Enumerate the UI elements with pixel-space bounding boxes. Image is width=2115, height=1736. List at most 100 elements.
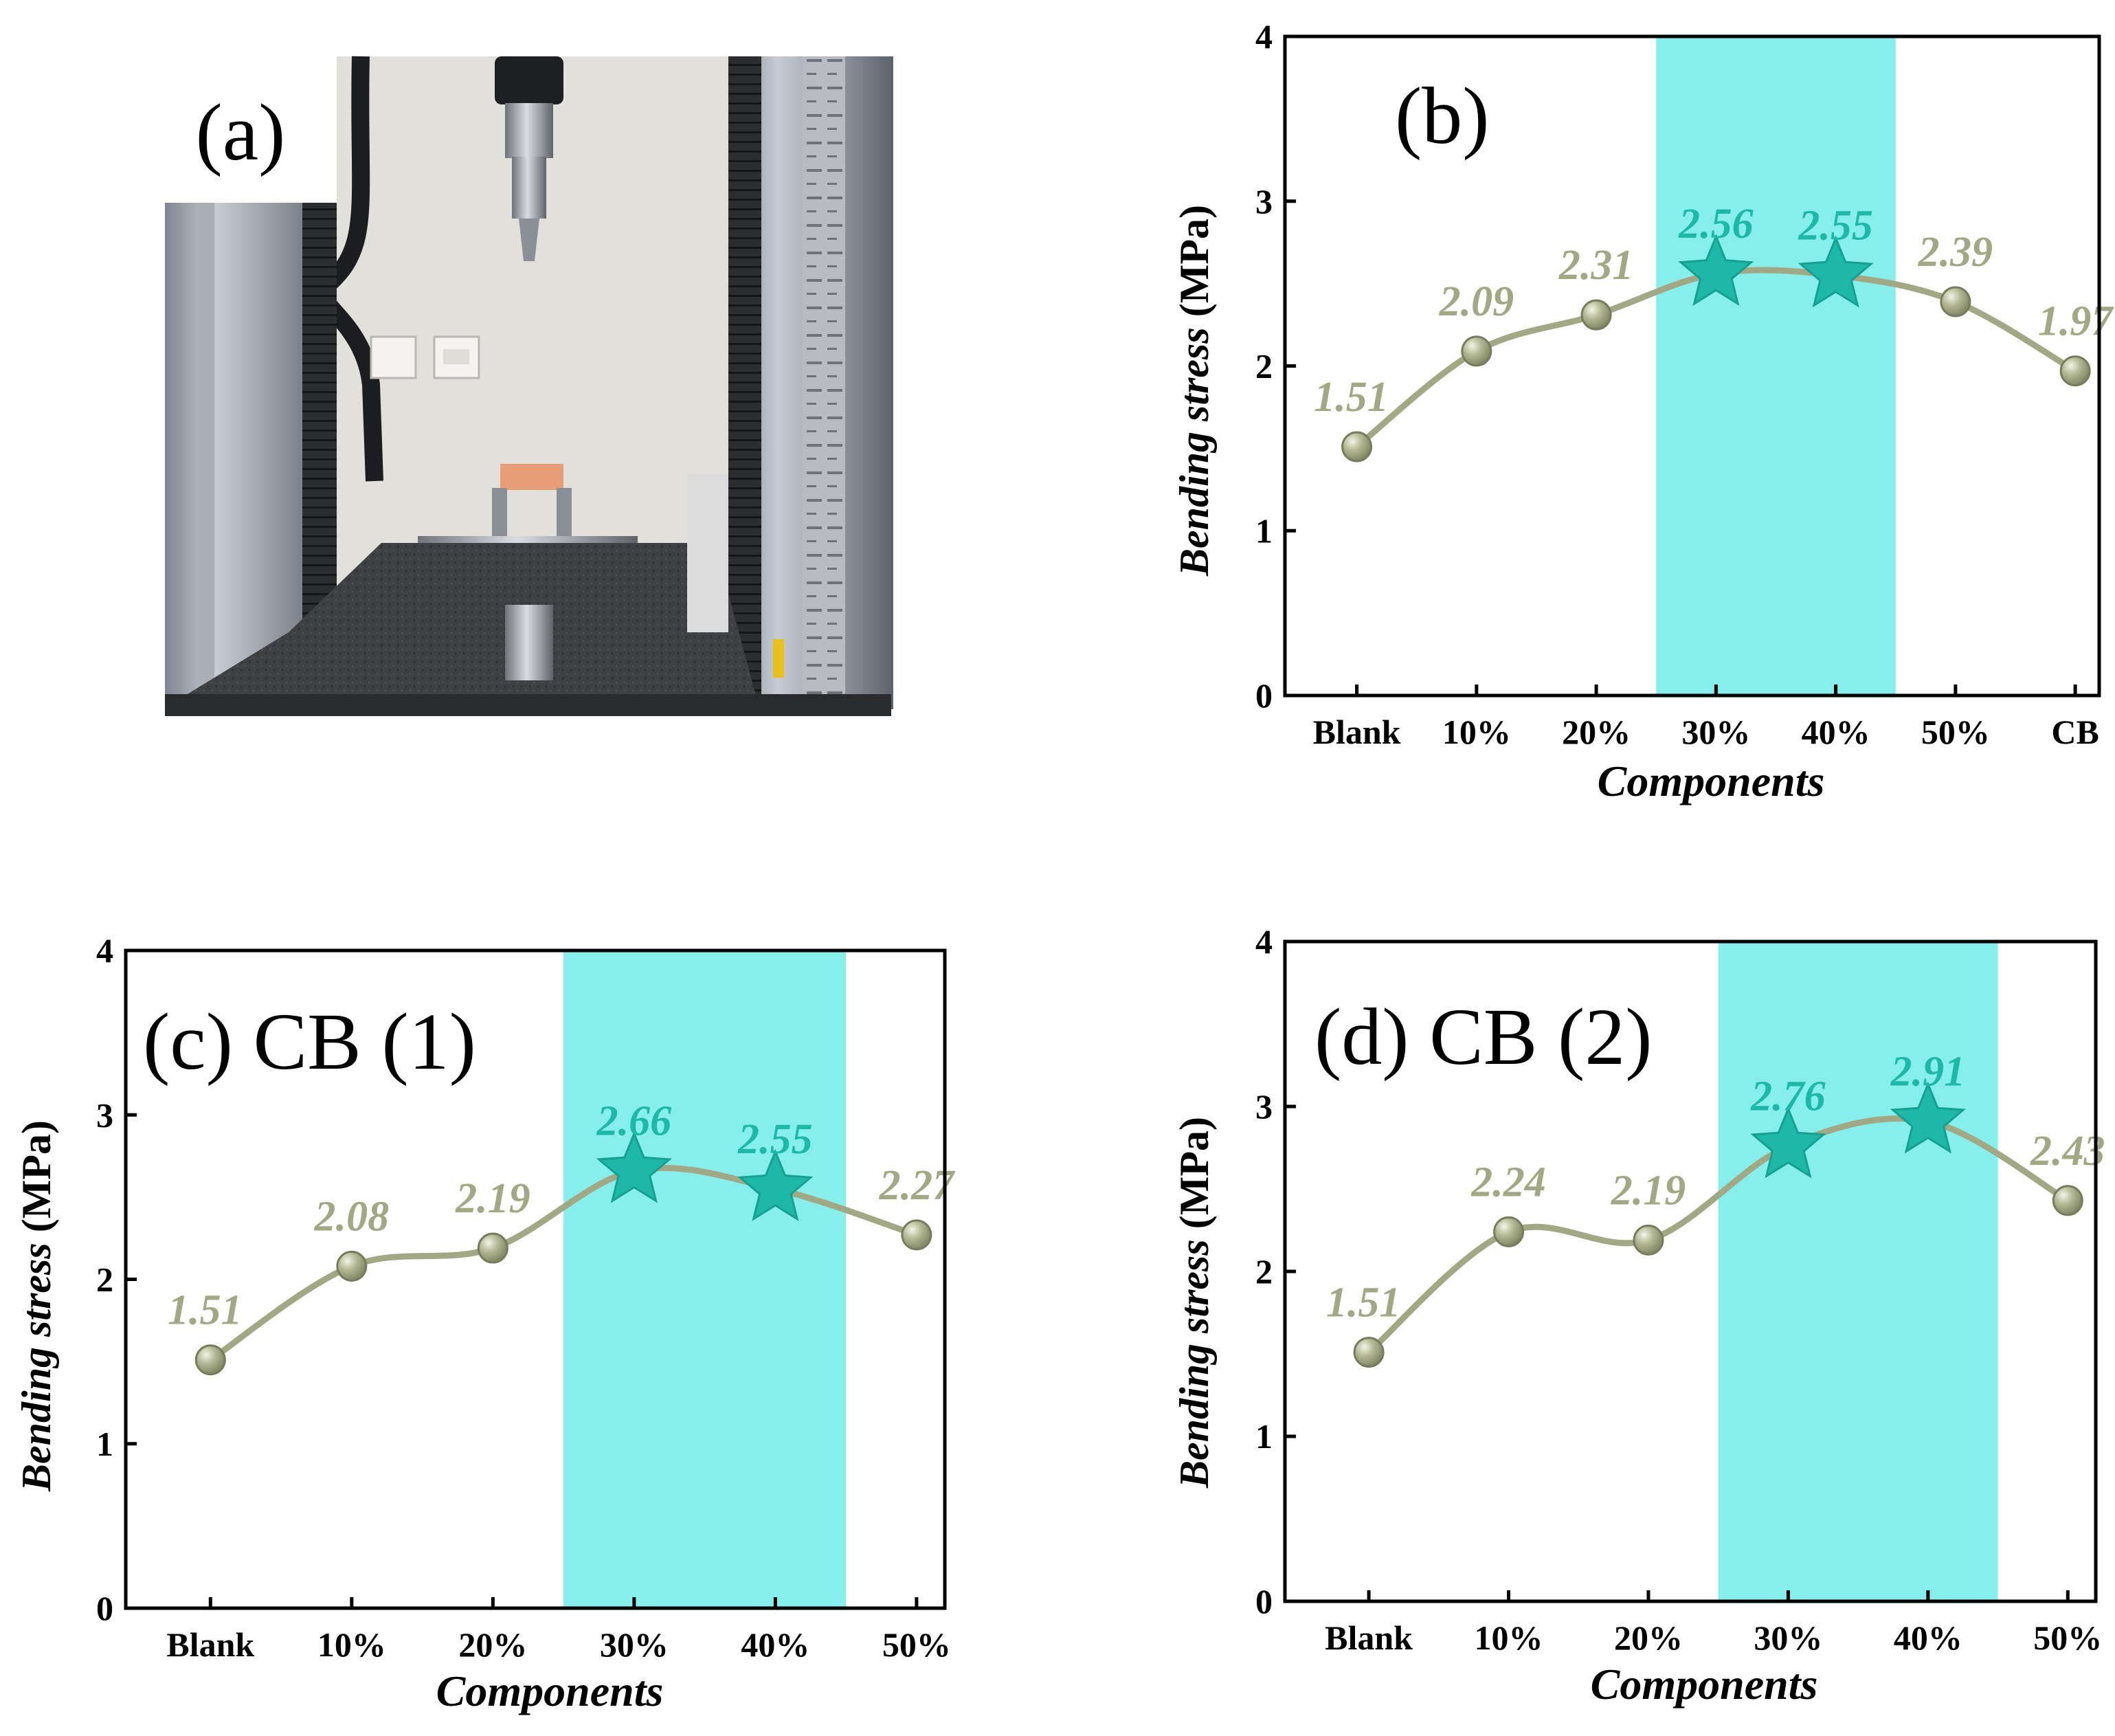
- y-tick-label: 1: [1255, 1417, 1273, 1456]
- y-tick-label: 0: [1255, 1582, 1273, 1621]
- x-tick-label: 50%: [882, 1625, 951, 1664]
- y-axis-label-unit: (MPa): [1172, 1117, 1217, 1229]
- y-axis-label-main: Bending stress: [1172, 327, 1217, 577]
- data-label: 2.27: [879, 1162, 956, 1209]
- x-tick-label: 30%: [1681, 713, 1750, 751]
- load-cell: [495, 56, 563, 104]
- data-label: 2.55: [737, 1116, 813, 1163]
- data-point: [1493, 1216, 1525, 1247]
- data-point: [1940, 286, 1971, 318]
- y-axis-label-main: Bending stress: [1172, 1239, 1217, 1489]
- x-tick-label: Blank: [166, 1625, 254, 1664]
- y-tick-label: 2: [96, 1260, 113, 1299]
- photo-label: (a): [196, 87, 286, 177]
- x-tick-label: 30%: [600, 1625, 669, 1664]
- data-point: [1341, 431, 1373, 463]
- x-tick-label: 10%: [317, 1625, 386, 1664]
- highlight-band: [1718, 942, 1998, 1601]
- photo-panel: (a): [165, 56, 893, 716]
- y-tick-label: 2: [1255, 347, 1273, 386]
- data-label: 2.24: [1470, 1159, 1546, 1205]
- data-point: [1461, 335, 1492, 367]
- data-label: 2.91: [1890, 1049, 1966, 1095]
- data-label: 2.39: [1918, 229, 1993, 276]
- y-tick-label: 1: [1255, 511, 1273, 550]
- x-tick-label: Blank: [1325, 1618, 1413, 1657]
- x-tick-label: 20%: [458, 1625, 527, 1664]
- data-point-star: [1798, 235, 1874, 308]
- loading-nose: [519, 219, 539, 261]
- chart-b: 1.51 2.09 2.31 2.56 2.55 2.39 1.97 0 1 2 3 4 Blank…: [1172, 17, 2114, 805]
- x-axis-label: Components: [1598, 757, 1825, 805]
- x-tick-label: 50%: [1921, 713, 1990, 751]
- y-tick-label: 3: [1255, 182, 1273, 221]
- x-tick-label: 50%: [2033, 1618, 2102, 1657]
- x-tick-label: 40%: [1894, 1618, 1962, 1657]
- y-tick-label: 4: [1255, 922, 1273, 961]
- chart-title: (d) CB (2): [1314, 992, 1653, 1082]
- data-label: 2.76: [1750, 1073, 1826, 1120]
- x-tick-label: CB: [2051, 713, 2099, 751]
- series-line: [1367, 1115, 2070, 1355]
- x-tick-label: 40%: [1802, 713, 1870, 751]
- x-tick-label: Blank: [1313, 713, 1401, 751]
- data-label: 2.08: [314, 1193, 390, 1240]
- data-label: 2.09: [1439, 278, 1514, 325]
- data-point: [1633, 1224, 1664, 1256]
- y-axis-label: Bending stress (MPa): [1172, 205, 1217, 577]
- y-tick-label: 2: [1255, 1252, 1273, 1291]
- data-point: [194, 1344, 226, 1376]
- data-label: 2.19: [1611, 1167, 1686, 1214]
- data-label: 1.51: [1326, 1280, 1401, 1326]
- highlight-band: [563, 950, 847, 1608]
- x-tick-label: 40%: [741, 1625, 809, 1664]
- chart-d: 1.51 2.24 2.19 2.76 2.91 2.43 0 1 2 3 4 Blank 10% 2…: [1172, 922, 2105, 1709]
- y-tick-label: 4: [96, 931, 113, 970]
- data-label: 2.56: [1678, 201, 1754, 247]
- y-tick-label: 3: [1255, 1087, 1273, 1126]
- specimen: [500, 464, 563, 490]
- data-label: 2.66: [596, 1098, 672, 1145]
- y-tick-label: 3: [96, 1095, 113, 1134]
- x-tick-label: 30%: [1754, 1618, 1822, 1657]
- y-tick-label: 1: [96, 1425, 113, 1463]
- x-tick-label: 20%: [1562, 713, 1631, 751]
- data-point: [901, 1219, 932, 1251]
- x-axis-label: Components: [1591, 1660, 1818, 1709]
- y-tick-label: 4: [1255, 17, 1273, 56]
- data-point-star: [1890, 1081, 1966, 1154]
- y-axis-label-unit: (MPa): [1172, 205, 1217, 317]
- data-label: 2.43: [2030, 1128, 2105, 1175]
- wall-switch: [370, 335, 417, 379]
- data-label: 2.19: [455, 1175, 530, 1222]
- data-point-star: [1678, 234, 1754, 307]
- x-tick-label: 20%: [1614, 1618, 1683, 1657]
- data-point: [477, 1232, 508, 1264]
- data-point-star: [737, 1148, 814, 1221]
- y-axis-label-main: Bending stress: [14, 1243, 59, 1492]
- x-axis-label: Components: [436, 1667, 664, 1715]
- chart-c: 1.51 2.08 2.19 2.66 2.55 2.27 0 1 2 3 4 Blank 10% 2…: [14, 931, 956, 1715]
- base-mat: [165, 543, 759, 708]
- data-point: [2059, 355, 2091, 387]
- y-tick-label: 0: [1255, 676, 1273, 715]
- data-label: 2.31: [1558, 242, 1634, 289]
- y-axis-label: Bending stress (MPa): [14, 1120, 59, 1492]
- data-point: [1353, 1337, 1385, 1368]
- x-tick-label: 10%: [1475, 1618, 1543, 1657]
- data-label: 2.55: [1798, 203, 1873, 249]
- scale-ruler: [803, 56, 845, 709]
- data-point-star: [596, 1131, 672, 1203]
- y-axis-label: Bending stress (MPa): [1172, 1117, 1217, 1489]
- data-label: 1.51: [1314, 374, 1389, 421]
- x-tick-label: 10%: [1442, 713, 1511, 751]
- chart-title: (c) CB (1): [143, 997, 476, 1087]
- data-label: 1.97: [2038, 298, 2115, 345]
- chart-title: (b): [1395, 71, 1490, 161]
- y-axis-label-unit: (MPa): [14, 1120, 59, 1232]
- data-point-star: [1750, 1106, 1826, 1179]
- data-point: [1580, 299, 1612, 331]
- data-label: 1.51: [168, 1287, 243, 1334]
- data-point: [336, 1250, 368, 1282]
